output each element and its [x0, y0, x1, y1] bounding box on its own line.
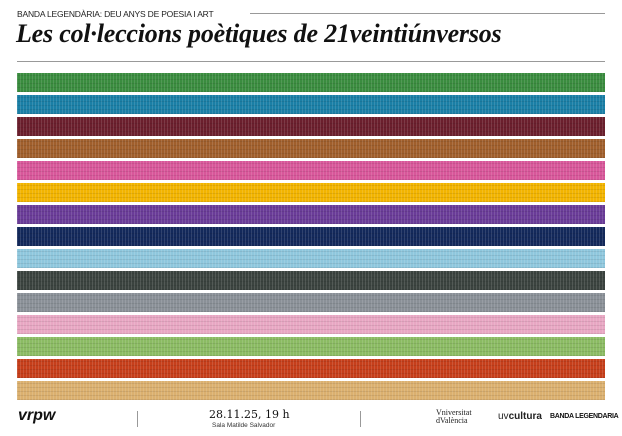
color-stripe	[17, 337, 605, 356]
color-stripe	[17, 117, 605, 136]
color-stripe	[17, 205, 605, 224]
divider	[17, 61, 605, 62]
color-stripe	[17, 183, 605, 202]
color-stripe	[17, 139, 605, 158]
color-stripe	[17, 227, 605, 246]
uvcultura-prefix: uv	[498, 411, 509, 422]
kicker-text: BANDA LEGENDÀRIA: DEU ANYS DE POESIA I A…	[17, 9, 214, 19]
footer: vrpw 28.11.25, 19 h Sala Matilde Salvado…	[0, 403, 622, 436]
color-stripe	[17, 95, 605, 114]
uv-line1: Vniversitat	[436, 408, 472, 417]
color-stripe	[17, 381, 605, 400]
color-stripe	[17, 271, 605, 290]
uv-line2: dValència	[436, 416, 468, 425]
divider	[137, 411, 138, 427]
event-date: 28.11.25, 19 h	[209, 408, 290, 421]
color-stripe	[17, 249, 605, 268]
universitat-logo: Vniversitat dValència	[436, 409, 472, 425]
logo-left: vrpw	[18, 407, 56, 424]
divider	[250, 13, 605, 14]
divider	[360, 411, 361, 427]
color-stripe	[17, 315, 605, 334]
event-venue: Sala Matilde Salvador	[212, 422, 276, 429]
page-title: Les col·leccions poètiques de 21veintiún…	[16, 19, 502, 48]
banda-legendaria-logo: BANDA LEGENDARIA	[550, 413, 619, 420]
color-stripe	[17, 161, 605, 180]
color-stripe	[17, 359, 605, 378]
uvcultura-main: cultura	[508, 411, 542, 422]
color-stripe	[17, 73, 605, 92]
uvcultura-logo: uvcultura	[498, 411, 542, 422]
color-stripe	[17, 293, 605, 312]
